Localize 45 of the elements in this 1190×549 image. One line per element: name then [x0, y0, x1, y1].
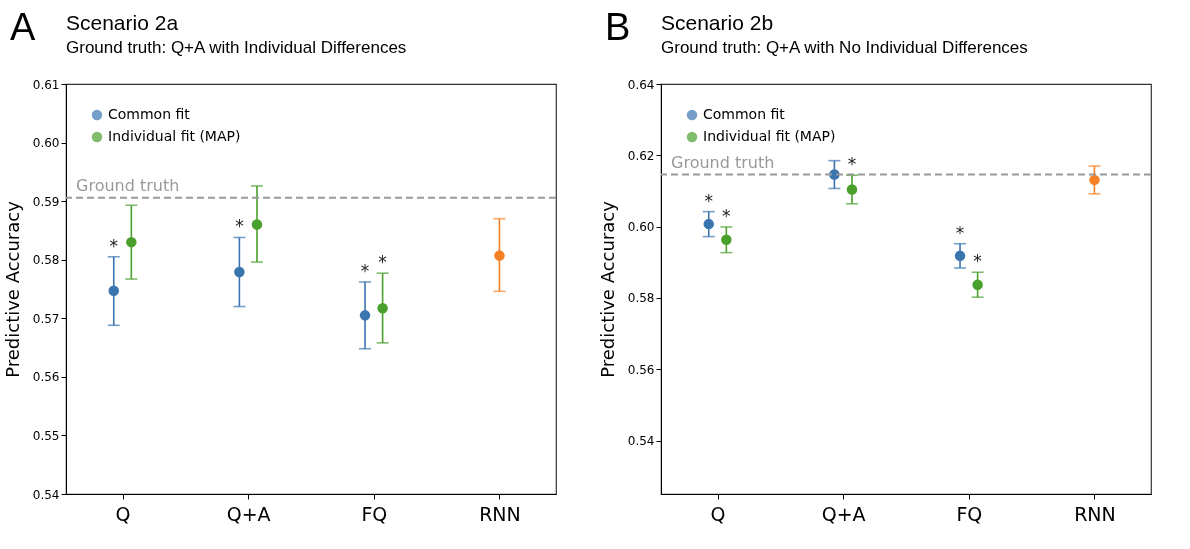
- text: A: [10, 6, 36, 49]
- legend-label: Common fit: [108, 106, 191, 122]
- x-tick-label: RNN: [479, 502, 521, 525]
- legend-label: Common fit: [703, 106, 786, 122]
- annotation: *: [360, 260, 370, 281]
- y-tick-label: 0.56: [627, 362, 655, 377]
- y-tick-label: 0.62: [627, 148, 655, 163]
- chart-title: Scenario 2b: [661, 11, 774, 34]
- x-tick-label: FQ: [956, 502, 983, 525]
- y-tick-label: 0.58: [627, 291, 655, 306]
- y-axis-title: Predictive Accuracy: [1, 200, 23, 378]
- legend-label: Individual fit (MAP): [108, 128, 241, 144]
- x-tick-label: FQ: [361, 502, 388, 525]
- annotation: *: [955, 222, 965, 243]
- x-tick-label: Q: [710, 502, 726, 525]
- annotation: *: [847, 154, 857, 175]
- ref-line-label: Ground truth: [76, 175, 180, 195]
- chart-subtitle: Ground truth: Q+A with No Individual Differences: [661, 38, 1028, 57]
- legend-label: Individual fit (MAP): [703, 128, 836, 144]
- annotation: *: [109, 235, 118, 256]
- x-tick-label: Q: [115, 502, 131, 525]
- y-tick-label: 0.58: [32, 253, 60, 268]
- y-axis-title: Predictive Accuracy: [596, 200, 618, 378]
- y-tick-label: 0.55: [32, 428, 60, 443]
- chart-subtitle: Ground truth: Q+A with Individual Differences: [66, 38, 407, 57]
- annotation: *: [973, 251, 982, 272]
- y-tick-label: 0.57: [32, 311, 60, 326]
- y-tick-label: 0.64: [627, 77, 655, 92]
- x-tick-label: Q+A: [226, 502, 271, 525]
- x-tick-label: RNN: [1074, 502, 1116, 525]
- y-tick-label: 0.56: [32, 370, 60, 385]
- ref-line-label: Ground truth: [671, 152, 775, 172]
- y-tick-label: 0.60: [32, 136, 60, 151]
- y-tick-label: 0.54: [32, 487, 60, 502]
- text: B: [605, 6, 631, 49]
- y-tick-label: 0.60: [627, 220, 655, 235]
- annotation: *: [722, 205, 731, 226]
- y-tick-label: 0.59: [32, 194, 60, 209]
- annotation: *: [378, 252, 387, 273]
- y-tick-label: 0.54: [627, 434, 655, 449]
- annotation: *: [704, 190, 713, 211]
- chart-title: Scenario 2a: [66, 11, 179, 34]
- x-tick-label: Q+A: [821, 502, 866, 525]
- y-tick-label: 0.61: [32, 77, 60, 92]
- annotation: *: [235, 216, 244, 237]
